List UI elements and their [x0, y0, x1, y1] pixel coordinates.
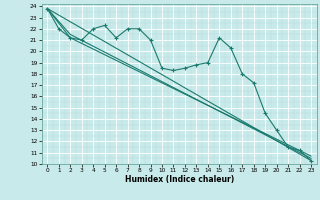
X-axis label: Humidex (Indice chaleur): Humidex (Indice chaleur): [124, 175, 234, 184]
